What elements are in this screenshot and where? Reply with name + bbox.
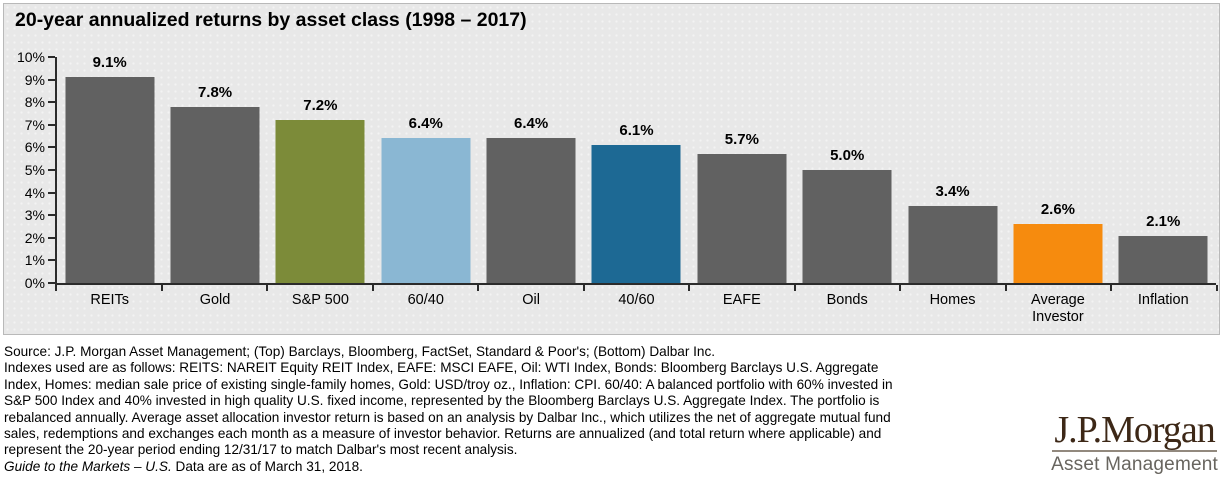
bar [65, 77, 155, 283]
bar-group-s-p-500: 7.2% S&P 500 [268, 57, 373, 308]
bar [697, 154, 787, 283]
y-axis-tick [48, 236, 55, 239]
footnote-line: represent the 20-year period ending 12/3… [4, 442, 518, 458]
bar-value-label: 3.4% [935, 183, 970, 200]
bar [486, 138, 576, 283]
y-axis-tick-label: 3% [24, 207, 45, 224]
bar-value-label: 5.7% [724, 131, 759, 148]
y-axis-tick-label: 0% [24, 275, 45, 291]
x-axis-line [55, 283, 1216, 285]
y-axis-tick [48, 282, 55, 284]
footnote-line: sales, redemptions and exchanges each mo… [4, 426, 882, 442]
bar-value-label: 2.1% [1146, 213, 1181, 230]
x-axis-tick [477, 285, 480, 291]
x-axis-category-label: 60/40 [407, 292, 444, 308]
bar [170, 107, 260, 283]
x-axis-tick [55, 285, 57, 291]
logo-divider-rule [1052, 450, 1217, 452]
bar-value-label: 9.1% [92, 54, 127, 71]
y-axis-tick-label: 8% [24, 94, 45, 111]
bar-group-homes: 3.4% Homes [900, 57, 1005, 308]
y-axis-tick [48, 78, 55, 81]
bar-group-oil: 6.4% Oil [478, 57, 583, 308]
jpmorgan-brand-wordmark: J.P.Morgan [1054, 409, 1215, 451]
x-axis-tick [371, 285, 374, 291]
bar [591, 145, 681, 283]
x-axis-category-label: Gold [199, 292, 231, 308]
x-axis-category-label: REITs [90, 292, 130, 308]
y-axis-tick [48, 123, 55, 126]
bar-value-label: 6.4% [514, 115, 549, 132]
plot-area: 9.1% REITs 7.8% Gold 7.2% S&P 500 6.4% 60/40 6.4… [57, 54, 1216, 325]
x-axis-tick [266, 285, 269, 291]
y-axis-tick-label: 4% [24, 184, 45, 201]
bar-value-label: 6.1% [619, 122, 654, 139]
bar [908, 206, 998, 283]
y-axis-tick [48, 259, 55, 262]
x-axis-category-label: Inflation [1137, 292, 1189, 308]
bar-group-gold: 7.8% Gold [162, 57, 267, 308]
bar-value-label: 2.6% [1040, 201, 1076, 218]
footnote: Source: J.P. Morgan Asset Management; (T… [4, 344, 1064, 475]
x-axis-tick [688, 285, 691, 291]
footnote-guide-line: Guide to the Markets – U.S. Data are as … [4, 459, 1064, 475]
bar-group-bonds: 5.0% Bonds [795, 57, 900, 308]
bar-value-label: 5.0% [830, 147, 865, 164]
footnote-line: S&P 500 Index and 40% invested in high q… [4, 393, 880, 409]
guide-rest: Data are as of March 31, 2018. [171, 458, 363, 474]
x-axis-category-label: S&P 500 [291, 292, 349, 308]
y-axis-tick [48, 169, 55, 171]
jpmorgan-division-label: Asset Management [1051, 454, 1218, 475]
x-axis-tick [582, 285, 585, 291]
x-axis-category-label: Oil [522, 292, 540, 308]
x-axis-tick [160, 285, 163, 291]
x-axis-category-label: Homes [929, 292, 976, 308]
chart-panel: 20-year annualized returns by asset clas… [3, 3, 1220, 335]
bar-value-label: 7.8% [197, 84, 233, 101]
bar [381, 138, 471, 283]
bar [1118, 236, 1208, 283]
bar-group-60-40: 6.4% 60/40 [373, 57, 478, 308]
bar-group-40-60: 6.1% 40/60 [584, 57, 689, 308]
x-axis-category-label: 40/60 [618, 292, 655, 308]
y-axis-tick [48, 101, 55, 104]
y-axis-line [55, 57, 57, 285]
x-axis-tick [1004, 285, 1007, 291]
y-axis-tick-label: 1% [24, 252, 45, 269]
jpmorgan-logo: J.P.Morgan Asset Management [1051, 410, 1218, 475]
bar-group-inflation: 2.1% Inflation [1111, 57, 1216, 308]
bar-group-reits: 9.1% REITs [57, 54, 162, 308]
bar-group-average-investor: 2.6% Average Investor [1005, 57, 1110, 325]
y-axis-tick [48, 146, 55, 149]
y-axis-tick [48, 56, 55, 58]
bar [802, 170, 892, 283]
footnote-line: rebalanced annually. Average asset alloc… [4, 409, 891, 425]
y-axis-tick-label: 2% [24, 229, 45, 246]
x-axis-tick [1216, 285, 1218, 291]
footnote-line: Indexes used are as follows: REITS: NARE… [4, 360, 879, 376]
footnote-line: Index, Homes: median sale price of exist… [4, 376, 893, 392]
guide-title: Guide to the Markets – U.S. [4, 458, 172, 474]
y-axis-tick-label: 10% [16, 49, 45, 65]
x-axis-category-label: Average Investor [1031, 292, 1085, 325]
y-axis-tick-label: 7% [24, 116, 45, 133]
x-axis-category-label: Bonds [826, 292, 868, 308]
y-axis-tick-label: 6% [24, 139, 45, 156]
x-axis-tick [899, 285, 902, 291]
bar-value-label: 7.2% [303, 97, 338, 114]
x-axis-tick [793, 285, 796, 291]
bar-group-eafe: 5.7% EAFE [689, 57, 794, 308]
chart-title: 20-year annualized returns by asset clas… [15, 9, 527, 31]
x-axis-category-label: EAFE [722, 292, 761, 308]
bar [1013, 224, 1103, 283]
y-axis-tick-label: 9% [24, 71, 45, 88]
y-axis-tick [48, 191, 55, 194]
bar [275, 120, 365, 283]
footnote-line: Source: J.P. Morgan Asset Management; (T… [4, 344, 716, 359]
bar-value-label: 6.4% [408, 115, 443, 132]
y-axis-tick-label: 5% [24, 162, 45, 178]
x-axis-tick [1110, 285, 1113, 291]
y-axis-tick [48, 214, 55, 217]
